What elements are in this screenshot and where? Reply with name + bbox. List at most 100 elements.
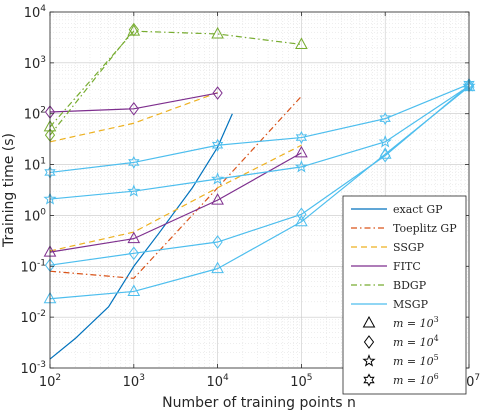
series-line-bdgp (49, 29, 135, 136)
data-point-triangle (211, 26, 224, 39)
data-point-triangle (211, 193, 224, 205)
legend-marker-star6 (363, 373, 375, 387)
series-line-msgp (49, 83, 470, 174)
legend-label-fitc: FITC (393, 260, 421, 273)
data-point-triangle (127, 284, 141, 296)
legend-marker-label: m = 103 (393, 315, 439, 330)
legend-marker-label-base: m = 10 (393, 336, 434, 349)
y-tick-label-base: 10 (24, 159, 41, 174)
series-line-ssgp (49, 92, 218, 143)
series-line-msgp (49, 84, 470, 266)
y-tick-label-exponent: 4 (40, 4, 46, 14)
legend-marker-label-exponent: 6 (434, 372, 439, 381)
data-point-triangle (211, 261, 224, 274)
data-point-triangle (295, 145, 308, 158)
y-tick-label: 102 (24, 106, 46, 123)
legend-marker-label: m = 106 (393, 372, 439, 387)
legend-marker-star5 (362, 354, 376, 367)
data-point-diamond (128, 246, 139, 261)
data-point-diamond (212, 86, 223, 100)
legend-marker-label-base: m = 10 (393, 355, 434, 368)
series-exact-gp (49, 113, 233, 360)
plot-frame (49, 11, 470, 369)
y-tick-label-base: 10 (24, 6, 41, 21)
data-point-diamond (380, 148, 391, 163)
series-ssgp (49, 144, 302, 252)
x-tick-label-base: 10 (39, 375, 56, 390)
y-tick-label-exponent: 0 (40, 207, 46, 217)
series-line-fitc (49, 92, 218, 113)
x-tick-label-exponent: 4 (223, 373, 229, 383)
data-point-diamond (296, 207, 307, 222)
legend-marker-label-exponent: 4 (434, 334, 439, 343)
x-tick-label: 103 (123, 373, 145, 390)
x-tick-label-exponent: 2 (55, 373, 61, 383)
data-point-triangle (295, 214, 308, 227)
series-line-ssgp (49, 144, 302, 252)
series-msgp (43, 79, 476, 205)
data-point-star5 (378, 134, 392, 148)
x-tick-label: 105 (290, 373, 312, 390)
y-tick-label-exponent: 3 (40, 55, 46, 65)
y-tick-label-base: 10 (24, 108, 41, 123)
y-tick-label: 10-1 (20, 258, 46, 275)
legend-marker-label-base: m = 10 (393, 374, 434, 387)
series-line-fitc (49, 152, 302, 253)
series-line-toeplitz-gp (49, 95, 302, 279)
y-tick-label: 104 (24, 4, 47, 21)
x-tick-label: 104 (206, 373, 229, 390)
y-tick-label-exponent: 1 (40, 157, 46, 167)
legend-label-ssgp: SSGP (393, 241, 425, 254)
legend-label-msgp: MSGP (393, 298, 429, 311)
data-point-diamond (128, 22, 139, 37)
y-tick-label-exponent: -2 (37, 309, 46, 319)
x-tick-label-base: 10 (206, 375, 223, 390)
y-tick-label-base: 10 (20, 362, 37, 377)
series-ssgp (49, 92, 218, 143)
x-tick-label-exponent: 5 (307, 373, 313, 383)
y-tick-label: 10-3 (20, 360, 46, 377)
y-tick-label-base: 10 (20, 311, 37, 326)
data-point-star6 (295, 130, 308, 145)
data-point-star6 (211, 138, 224, 152)
series-toeplitz-gp (49, 95, 302, 279)
series-layer (43, 22, 476, 360)
series-line-exact-gp (49, 113, 233, 360)
data-point-star5 (211, 172, 225, 185)
data-point-diamond (128, 101, 139, 116)
data-point-star6 (128, 155, 140, 170)
data-point-star6 (379, 112, 391, 126)
legend-marker-label-exponent: 5 (434, 353, 439, 362)
legend-label-bdgp: BDGP (393, 279, 427, 292)
y-tick-label: 101 (24, 157, 46, 174)
legend-marker-triangle (362, 315, 376, 328)
data-point-diamond (212, 235, 223, 249)
y-tick-label: 10-2 (20, 309, 46, 326)
y-tick-label: 103 (24, 55, 46, 72)
legend-label-toeplitz-gp: Toeplitz GP (393, 222, 457, 235)
legend-marker-label-exponent: 3 (434, 315, 439, 324)
data-point-star5 (294, 159, 308, 173)
legend-marker-label: m = 104 (393, 334, 439, 349)
y-tick-label-base: 10 (24, 209, 41, 224)
x-tick-label-exponent: 7 (474, 373, 480, 383)
legend-marker-diamond (363, 335, 375, 349)
legend-box (342, 195, 467, 395)
x-tick-label-base: 10 (290, 375, 307, 390)
x-axis-label: Number of training points n (162, 395, 356, 411)
y-tick-label-exponent: 2 (40, 106, 46, 116)
y-tick-label: 100 (24, 207, 47, 224)
x-tick-label-base: 10 (123, 375, 140, 390)
y-tick-label-exponent: -1 (37, 258, 46, 268)
legend-label-exact-gp: exact GP (393, 203, 443, 216)
x-tick-label: 102 (39, 373, 61, 390)
series-line-bdgp (49, 30, 302, 128)
y-tick-label-base: 10 (24, 57, 41, 72)
y-tick-label-exponent: -3 (37, 360, 46, 370)
data-point-triangle (127, 231, 141, 244)
legend-marker-label-base: m = 10 (393, 317, 434, 330)
series-line-msgp (49, 86, 470, 300)
data-point-star5 (127, 184, 141, 197)
x-tick-label-exponent: 3 (139, 373, 145, 383)
